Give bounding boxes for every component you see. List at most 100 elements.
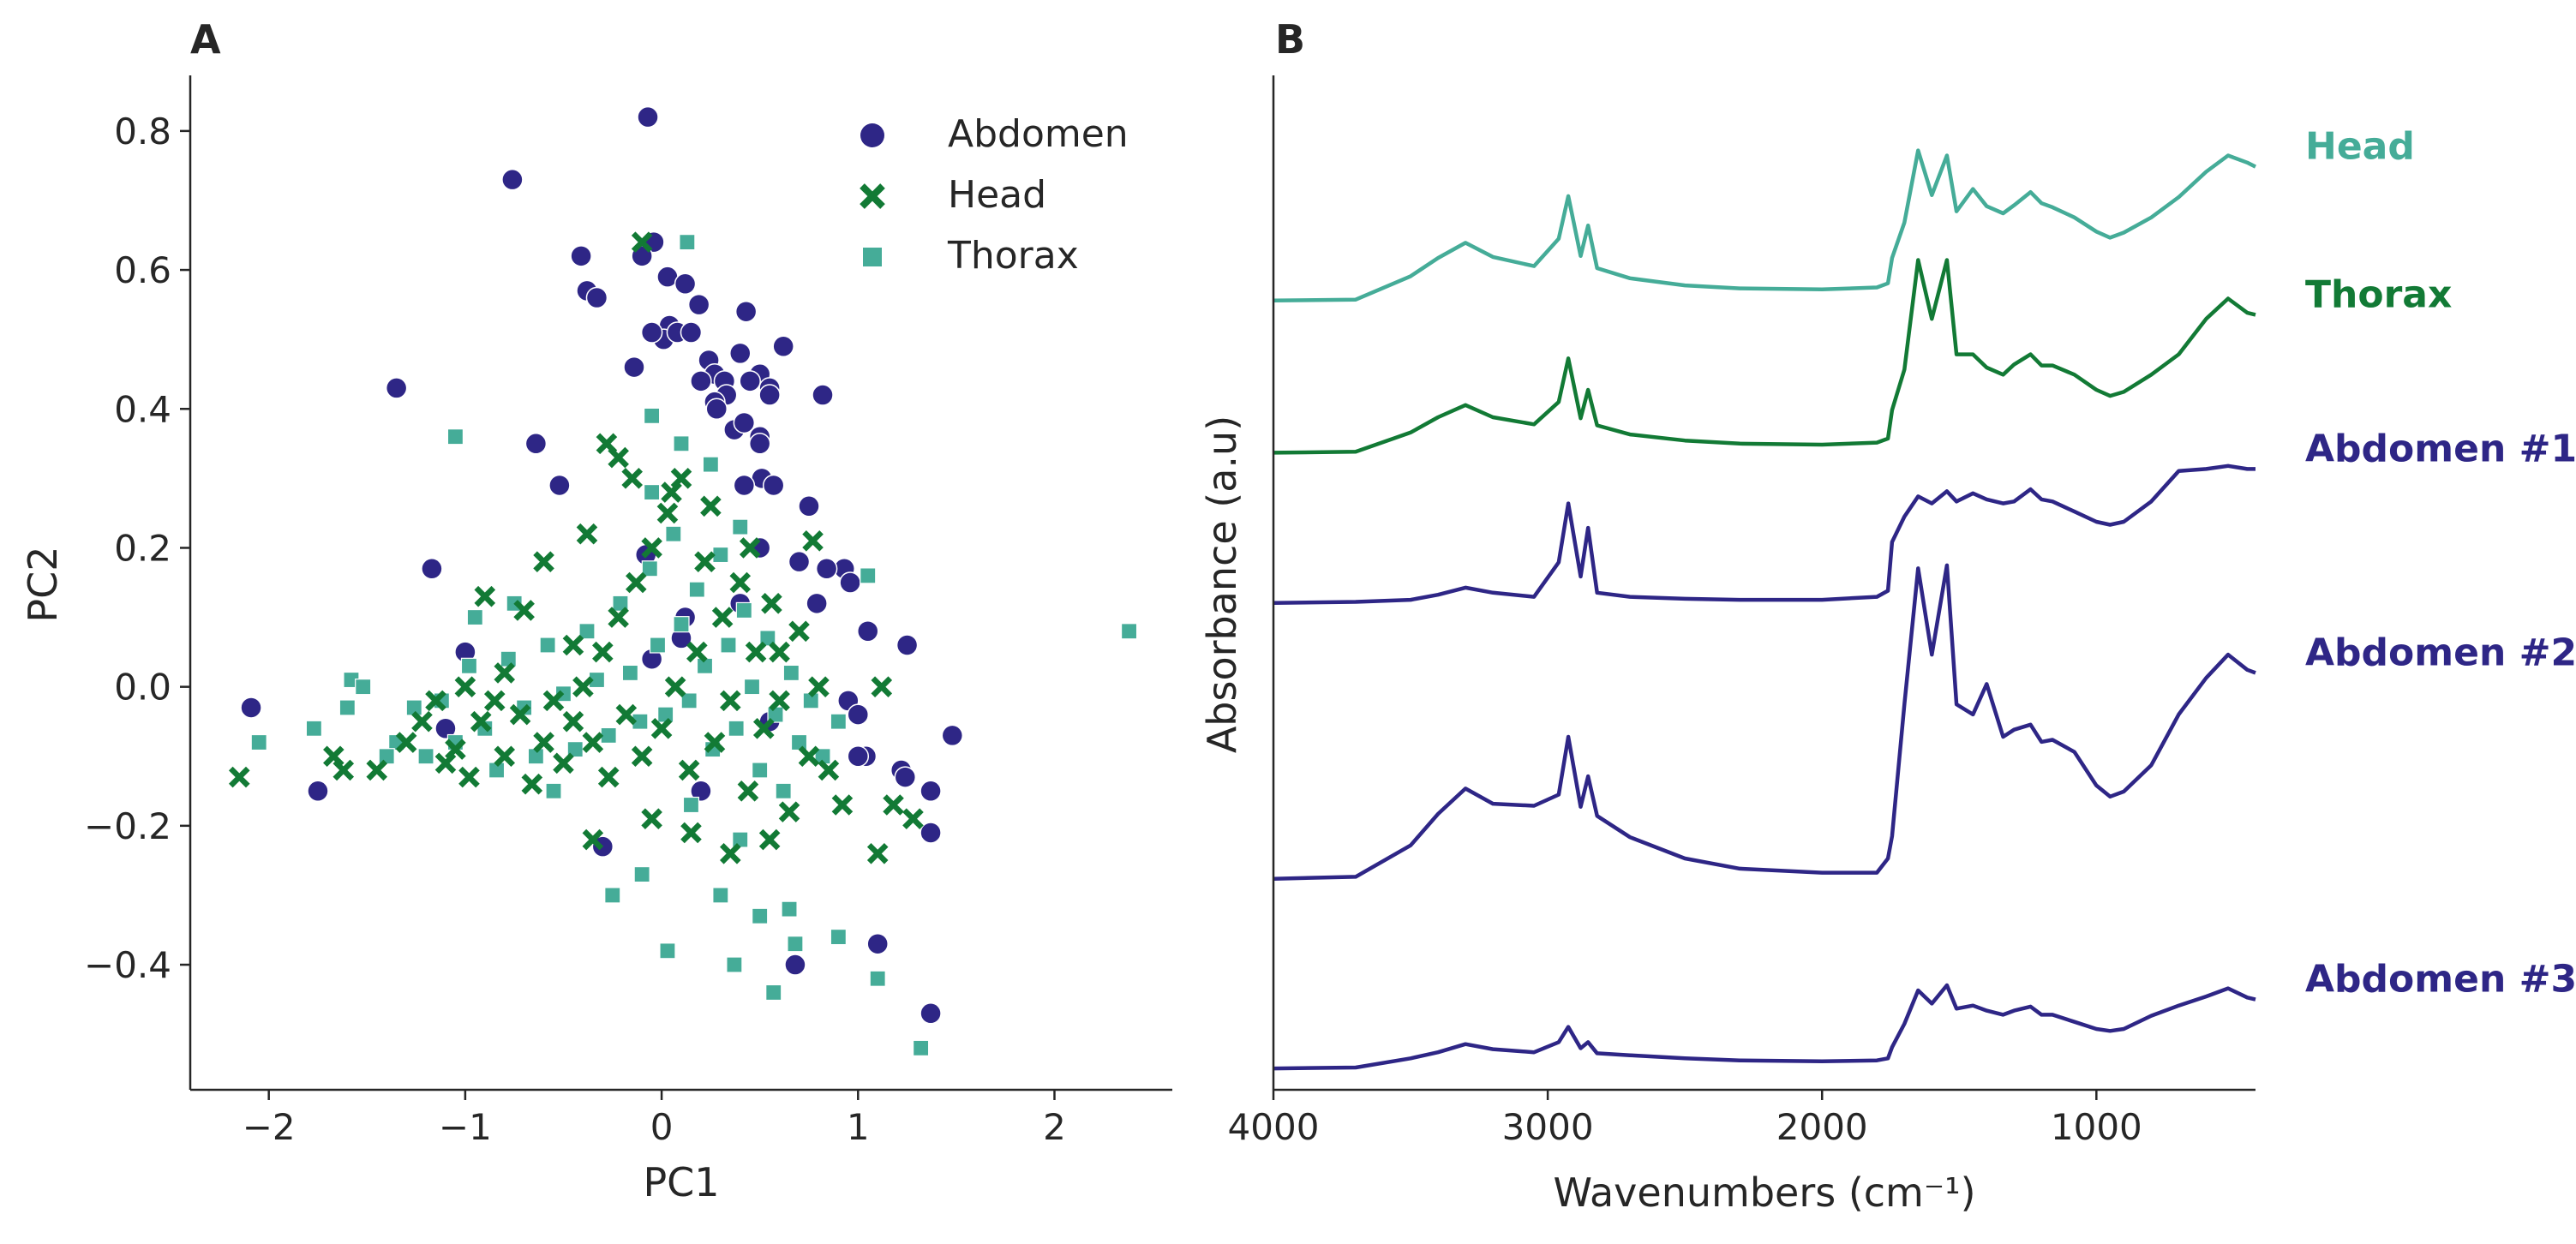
head-point bbox=[494, 662, 516, 684]
head-point bbox=[704, 732, 726, 753]
head-point bbox=[458, 766, 480, 788]
a-y-tick-label: 0.6 bbox=[114, 249, 171, 291]
abdomen-point bbox=[687, 293, 710, 316]
thorax-point bbox=[781, 900, 798, 918]
b-x-tick-label: 2000 bbox=[1776, 1106, 1868, 1148]
spectrum-line-abdomen-1 bbox=[1273, 464, 2255, 605]
thorax-point bbox=[869, 970, 886, 987]
head-point bbox=[229, 766, 250, 788]
spectra-lines bbox=[1273, 148, 2257, 1071]
head-point bbox=[323, 745, 344, 768]
abdomen-point bbox=[421, 558, 443, 580]
thorax-point bbox=[545, 782, 562, 799]
legend: Abdomen Head Thorax bbox=[860, 112, 1129, 278]
a-y-tick-label: −0.2 bbox=[84, 805, 171, 847]
head-point bbox=[582, 732, 604, 753]
thorax-point bbox=[680, 692, 698, 709]
thorax-point bbox=[460, 657, 478, 674]
abdomen-point bbox=[240, 697, 262, 719]
spectrum-label-thorax: Thorax bbox=[2305, 272, 2452, 316]
abdomen-point bbox=[920, 1002, 942, 1025]
abdomen-point bbox=[434, 717, 457, 740]
a-x-tick-label: 2 bbox=[1043, 1106, 1066, 1148]
head-point bbox=[650, 718, 673, 739]
head-point bbox=[694, 551, 716, 572]
a-y-tick-label: 0.4 bbox=[114, 388, 171, 430]
head-point bbox=[521, 773, 543, 795]
head-point bbox=[641, 537, 662, 559]
spectrum-line-abdomen-3 bbox=[1273, 983, 2256, 1071]
thorax-point bbox=[830, 713, 847, 730]
head-point bbox=[902, 808, 924, 830]
head-point bbox=[615, 703, 638, 726]
abdomen-point bbox=[798, 495, 820, 517]
abdomen-point bbox=[585, 286, 608, 309]
legend-head-label: Head bbox=[948, 173, 1046, 217]
head-point bbox=[509, 703, 531, 726]
head-point bbox=[737, 780, 759, 802]
thorax-point bbox=[500, 650, 517, 667]
abdomen-point bbox=[894, 766, 917, 788]
thorax-point bbox=[732, 518, 749, 535]
thorax-point bbox=[752, 762, 769, 779]
head-point bbox=[641, 808, 662, 830]
a-y-tick-label: 0.0 bbox=[114, 667, 171, 709]
spectrum-line-abdomen-2 bbox=[1273, 563, 2256, 881]
abdomen-point bbox=[548, 474, 571, 497]
thorax-point bbox=[649, 637, 667, 654]
a-y-tick-label: −0.4 bbox=[84, 944, 171, 986]
legend-abdomen-marker bbox=[860, 123, 884, 147]
head-point bbox=[474, 585, 496, 607]
panel-b-spectra: B 4000 3000 2000 1000 Wavenumbers (cm⁻¹) Ab… bbox=[1199, 16, 2576, 1216]
thorax-point bbox=[466, 608, 483, 626]
a-x-axis-label: PC1 bbox=[643, 1159, 719, 1205]
a-x-ticks: −2 −1 0 1 2 bbox=[243, 1090, 1066, 1148]
thorax-point bbox=[644, 483, 661, 501]
thorax-point bbox=[250, 733, 267, 751]
head-point bbox=[542, 690, 565, 712]
thorax-point bbox=[752, 907, 769, 924]
abdomen-point bbox=[856, 620, 879, 643]
head-point bbox=[661, 481, 682, 503]
b-x-tick-label: 3000 bbox=[1502, 1106, 1594, 1148]
head-point bbox=[802, 530, 824, 552]
head-point bbox=[769, 641, 790, 663]
head-point bbox=[553, 752, 574, 775]
head-point bbox=[533, 551, 554, 572]
thorax-point bbox=[578, 623, 596, 640]
head-point bbox=[411, 710, 433, 733]
thorax-point bbox=[759, 630, 776, 647]
panel-a-scatter: A −2 −1 0 1 2 −0.4 −0.2 0.0 0.2 0.4 0.6 0.8 PC1 PC… bbox=[20, 16, 1172, 1205]
thorax-point bbox=[673, 616, 690, 633]
head-point bbox=[871, 676, 893, 697]
head-point bbox=[366, 759, 388, 781]
head-point bbox=[621, 468, 643, 489]
a-x-tick-label: 0 bbox=[650, 1106, 674, 1148]
head-point bbox=[866, 842, 889, 864]
abdomen-point bbox=[896, 634, 919, 656]
head-point bbox=[798, 745, 820, 768]
abdomen-point bbox=[501, 168, 524, 191]
abdomen-point bbox=[762, 474, 785, 497]
thorax-point bbox=[665, 525, 682, 542]
head-point bbox=[729, 571, 752, 594]
abdomen-point bbox=[748, 433, 771, 455]
b-x-tick-label: 4000 bbox=[1228, 1106, 1320, 1148]
head-point bbox=[664, 676, 686, 697]
a-y-tick-label: 0.2 bbox=[114, 527, 171, 569]
head-point bbox=[752, 718, 775, 739]
thorax-point bbox=[712, 546, 729, 564]
panel-b-label: B bbox=[1275, 16, 1305, 63]
thorax-point bbox=[679, 234, 696, 251]
spectrum-line-head bbox=[1273, 148, 2257, 303]
thorax-point bbox=[305, 720, 322, 737]
thorax-point bbox=[787, 936, 804, 953]
head-point bbox=[761, 593, 782, 614]
thorax-point bbox=[539, 637, 556, 654]
thorax-point bbox=[338, 699, 356, 716]
abdomen-point bbox=[637, 105, 659, 129]
abdomen-point bbox=[705, 398, 728, 421]
head-point bbox=[562, 710, 584, 733]
head-point bbox=[582, 828, 604, 851]
abdomen-point bbox=[920, 822, 942, 844]
